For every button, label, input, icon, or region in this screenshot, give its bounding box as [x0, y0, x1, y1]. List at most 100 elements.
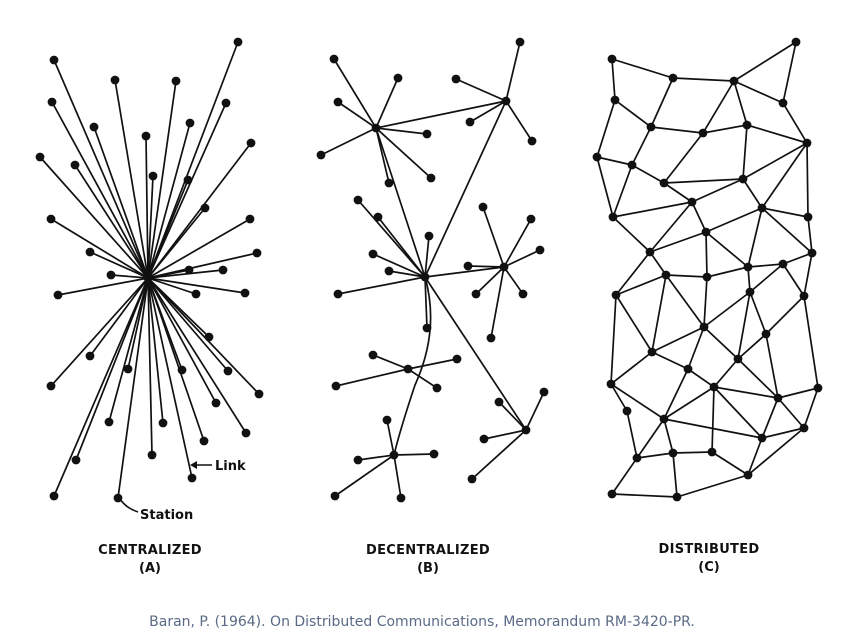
link-line: [147, 41, 239, 279]
station-node: [422, 323, 432, 333]
link-line: [503, 266, 524, 295]
station-node: [608, 212, 618, 222]
link-line: [703, 326, 739, 360]
link-line: [761, 207, 813, 254]
link-line: [747, 437, 763, 476]
link-line: [612, 201, 693, 218]
station-node: [467, 474, 477, 484]
link-line: [651, 351, 689, 370]
centralized-title: CENTRALIZED: [98, 543, 202, 558]
station-node: [452, 354, 462, 364]
link-line: [93, 126, 149, 279]
link-line: [777, 397, 805, 429]
link-line: [147, 80, 177, 279]
link-line: [649, 201, 693, 253]
link-line: [147, 218, 251, 279]
link-line: [503, 218, 532, 268]
station-node: [610, 95, 620, 105]
trunk-line: [424, 266, 505, 278]
station-node: [330, 491, 340, 501]
station-node: [426, 173, 436, 183]
station-node: [515, 37, 525, 47]
link-line: [612, 216, 651, 253]
link-line: [705, 207, 763, 233]
trunk-line: [375, 100, 507, 129]
link-line: [335, 368, 409, 387]
trunk-line: [424, 100, 507, 278]
station-annotation: Station: [119, 498, 193, 523]
link-line: [610, 294, 617, 385]
station-node: [110, 75, 120, 85]
link-line: [375, 127, 432, 179]
trunk-line: [424, 276, 527, 431]
station-node: [254, 389, 264, 399]
station-node: [645, 247, 655, 257]
link-line: [147, 179, 189, 279]
hub-node: [521, 425, 531, 435]
link-line: [375, 77, 399, 129]
link-line: [687, 368, 715, 388]
station-node: [803, 212, 813, 222]
station-node: [171, 76, 181, 86]
link-line: [691, 178, 744, 203]
link-line: [626, 410, 638, 459]
link-line: [713, 386, 763, 439]
station-node: [699, 322, 709, 332]
station-node: [368, 249, 378, 259]
link-line: [39, 156, 149, 279]
link-line: [711, 386, 715, 453]
station-node: [373, 212, 383, 222]
station-node: [424, 231, 434, 241]
station-node: [200, 203, 210, 213]
link-line: [407, 358, 458, 370]
station-node: [221, 98, 231, 108]
station-node: [396, 493, 406, 503]
station-node: [527, 136, 537, 146]
network-figure: Link Station CENTRALIZED (A) DECENTRALIZ…: [35, 37, 823, 576]
link-line: [733, 80, 784, 104]
link-line: [636, 418, 665, 459]
link-line: [53, 59, 149, 279]
link-line: [747, 427, 805, 476]
link-line: [782, 263, 805, 297]
station-node: [353, 195, 363, 205]
station-node: [478, 202, 488, 212]
link-line: [803, 252, 813, 297]
station-node: [187, 473, 197, 483]
link-line: [89, 277, 149, 357]
link-line: [596, 156, 614, 218]
link-line: [665, 274, 708, 278]
station-node: [709, 382, 719, 392]
station-node: [46, 381, 56, 391]
link-line: [665, 274, 705, 328]
station-node: [646, 122, 656, 132]
figure-caption: Baran, P. (1964). On Distributed Communi…: [149, 614, 695, 630]
station-node: [333, 289, 343, 299]
link-line: [676, 474, 749, 498]
link-line: [110, 274, 149, 279]
station-node: [49, 55, 59, 65]
station-node: [698, 128, 708, 138]
link-line: [108, 277, 149, 423]
station-node: [757, 203, 767, 213]
link-line: [651, 326, 705, 353]
station-node: [647, 347, 657, 357]
station-node: [331, 381, 341, 391]
station-node: [672, 492, 682, 502]
station-node: [799, 423, 809, 433]
link-line: [765, 295, 805, 335]
link-line: [777, 387, 819, 399]
link-line: [636, 452, 674, 459]
station-node: [738, 174, 748, 184]
station-node: [329, 54, 339, 64]
station-node: [35, 152, 45, 162]
station-node: [661, 270, 671, 280]
link-line: [742, 142, 808, 180]
station-label: Station: [140, 508, 193, 523]
station-node: [85, 247, 95, 257]
station-node: [177, 365, 187, 375]
link-line: [713, 386, 779, 399]
link-line: [475, 266, 505, 295]
link-line: [505, 41, 521, 102]
station-node: [252, 248, 262, 258]
